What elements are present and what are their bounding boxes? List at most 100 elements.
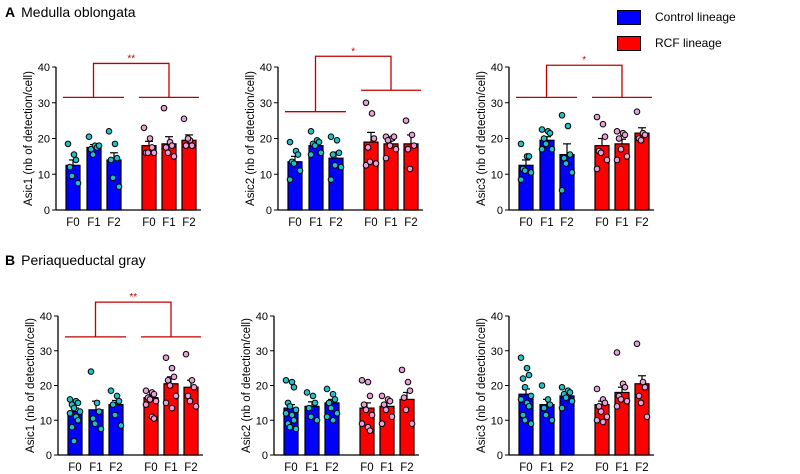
data-point [327,404,335,412]
x-tick-label: F1 [384,217,397,229]
data-point [111,140,119,148]
x-tick-label: F1 [615,217,628,229]
data-point [521,416,529,424]
data-point [527,169,535,176]
data-point [146,396,154,403]
data-point [410,142,418,149]
data-point [188,142,196,149]
data-point [107,387,115,395]
data-point [337,163,345,171]
data-point [190,383,198,391]
data-point [286,423,294,431]
data-point [548,145,556,153]
y-tick-label: 30 [38,98,50,110]
data-point [568,397,576,405]
data-point [643,413,651,421]
data-point [164,149,172,157]
y-tick-label: 0 [262,450,268,462]
data-point [307,413,315,421]
data-point [593,113,601,121]
data-point [406,165,414,173]
data-point [603,413,611,421]
x-tick-label: F0 [142,217,155,229]
x-tick-label: F1 [309,217,322,229]
data-point [323,413,331,421]
legend-swatch-rcf [617,35,641,51]
x-tick-label: F1 [162,217,175,229]
data-point [378,392,386,400]
data-point [568,169,576,176]
legend: Control lineage RCF lineage [617,4,736,56]
y-axis-label: Asic2 (nb of detection/cell) [241,318,253,453]
data-point [311,399,319,407]
data-point [168,364,176,372]
data-point [406,387,414,395]
data-point [70,437,78,445]
data-point [182,142,190,149]
data-point [635,392,643,400]
data-point [517,396,525,403]
legend-item-control: Control lineage [617,4,736,30]
data-point [641,383,649,391]
data-point [152,397,160,405]
data-point [538,382,546,389]
data-point [623,397,631,405]
data-point [408,420,416,428]
data-point [192,403,200,410]
data-point [366,392,374,400]
y-axis-label: Asic2 (nb of detection/cell) [245,71,257,206]
data-point [603,156,611,164]
significance-label: * [351,46,355,57]
x-tick-label: F2 [560,217,573,229]
data-point [404,378,412,386]
y-tick-label: 0 [497,205,503,217]
data-point [368,411,376,419]
data-point [160,104,168,112]
data-point [364,378,372,386]
data-point [540,404,548,412]
x-tick-label: F1 [89,462,102,474]
legend-label-control: Control lineage [655,10,736,24]
data-point [305,404,313,412]
data-point [558,187,566,194]
bar [634,132,650,211]
data-point [140,124,148,132]
data-point [358,376,366,384]
data-point [637,136,645,144]
x-tick-label: F2 [182,217,195,229]
y-tick-label: 20 [260,134,272,146]
x-tick-label: F0 [288,217,301,229]
x-tick-label: F1 [615,462,628,474]
data-point [290,160,298,167]
data-point [398,366,406,374]
data-point [87,368,95,375]
data-point [617,145,625,153]
data-point [404,145,412,153]
data-point [362,406,370,414]
data-point [546,401,554,408]
data-point [564,122,572,130]
data-point [402,406,410,414]
significance-label: ** [127,53,135,64]
y-tick-label: 20 [38,134,50,146]
data-point [64,140,72,148]
data-point [66,410,74,417]
bar [559,395,575,456]
data-point [633,108,641,115]
x-tick-label: F2 [400,462,413,474]
x-tick-label: F0 [360,462,373,474]
y-tick-label: 40 [40,311,52,323]
data-point [331,162,339,169]
data-point [378,420,386,428]
data-point [166,382,174,389]
y-tick-label: 10 [260,169,272,181]
data-point [150,390,158,398]
x-tick-label: F0 [595,217,608,229]
data-point [517,354,525,362]
bar [363,141,379,211]
data-point [386,142,394,149]
data-point [593,385,601,393]
